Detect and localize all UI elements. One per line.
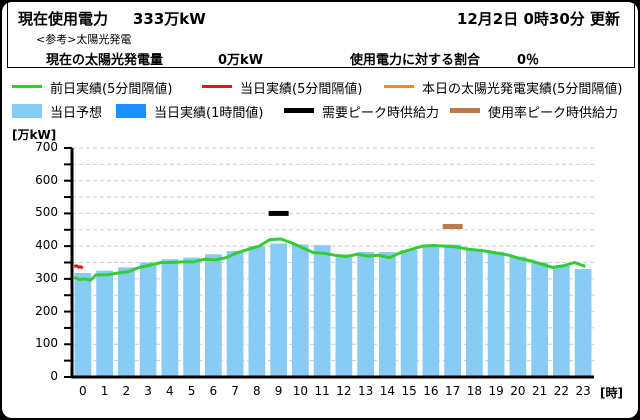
forecast-bar (422, 245, 440, 377)
light-blue-box-swatch (12, 104, 42, 118)
forecast-bar (444, 244, 461, 377)
forecast-bar (139, 262, 157, 377)
forecast-bar (248, 246, 266, 377)
x-tick-label: 13 (357, 384, 374, 398)
x-tick-label: 2 (122, 384, 131, 398)
x-tick-label: 20 (510, 384, 526, 398)
x-tick-label: 8 (253, 384, 261, 398)
forecast-bar (313, 245, 331, 377)
forecast-bar (226, 251, 244, 377)
y-tick-label: 0 (50, 369, 58, 383)
green-line-swatch (12, 85, 42, 88)
x-tick-label: 16 (423, 384, 439, 398)
forecast-bar (118, 267, 135, 377)
x-tick-label: 22 (553, 384, 570, 398)
y-tick-label: 500 (35, 205, 58, 220)
current-usage-label: 現在使用電力 (18, 10, 109, 28)
forecast-bar (357, 252, 374, 377)
current-usage-value: 333万kW (133, 10, 206, 28)
x-tick-label: 1 (100, 384, 109, 398)
solar-label: 現在の太陽光発電量 (46, 53, 164, 68)
forecast-bar (509, 256, 527, 377)
forecast-bar (487, 251, 505, 377)
header-panel: 現在使用電力 333万kW 12月2日 0時30分 更新 <参考>太陽光発電 現… (7, 2, 635, 68)
peak-marker (442, 224, 463, 230)
forecast-bar (270, 243, 287, 377)
x-tick-label: 5 (187, 384, 196, 398)
ratio-label: 使用電力に対する割合 (350, 53, 481, 68)
x-tick-label: 18 (466, 384, 483, 398)
y-tick-label: 100 (35, 336, 58, 351)
today-line (73, 264, 84, 270)
x-tick-label: 10 (292, 384, 309, 398)
forecast-bar (379, 252, 396, 377)
y-tick-label: 200 (35, 303, 58, 318)
update-time: 12月2日 0時30分 更新 (456, 10, 620, 28)
x-tick-label: 23 (575, 384, 591, 398)
orange-line-swatch (384, 85, 414, 88)
y-tick-label: 300 (35, 270, 58, 285)
reference-label: <参考>太陽光発電 (36, 33, 132, 46)
x-axis-unit: [時] (600, 386, 623, 400)
x-tick-label: 21 (531, 384, 548, 398)
forecast-bar (96, 270, 113, 377)
x-tick-label: 7 (231, 384, 239, 398)
forecast-bar (183, 257, 200, 377)
prev-day-line (73, 237, 586, 282)
x-tick-label: 6 (209, 384, 218, 398)
forecast-bar (466, 248, 483, 377)
y-axis-unit: [万kW] (12, 128, 57, 142)
x-tick-label: 15 (401, 384, 417, 398)
x-tick-label: 3 (144, 384, 152, 398)
peak-marker (268, 210, 289, 216)
black-line-swatch (284, 108, 314, 113)
forecast-bar (574, 269, 592, 377)
x-tick-label: 17 (444, 384, 461, 398)
ratio-value: 0％ (517, 53, 540, 68)
forecast-bar (292, 244, 309, 377)
forecast-bar (205, 254, 222, 377)
y-tick-label: 700 (35, 140, 58, 154)
x-tick-label: 12 (336, 384, 352, 398)
forecast-bar (553, 265, 570, 377)
red-line-swatch (202, 85, 232, 88)
forecast-bar (400, 250, 418, 377)
x-tick-label: 4 (166, 384, 174, 398)
forecast-bar (335, 254, 353, 377)
x-tick-label: 11 (314, 384, 330, 398)
brown-line-swatch (450, 108, 480, 113)
solar-value: 0万kW (218, 53, 264, 68)
x-tick-label: 9 (274, 384, 283, 398)
forecast-bar (531, 262, 548, 377)
y-tick-label: 400 (35, 238, 58, 253)
x-tick-label: 14 (379, 384, 396, 398)
blue-box-swatch (116, 104, 146, 118)
forecast-bar (161, 259, 179, 377)
x-tick-label: 19 (488, 384, 504, 398)
x-tick-label: 0 (79, 384, 87, 398)
y-tick-label: 600 (35, 172, 58, 187)
forecast-bar (74, 272, 92, 377)
